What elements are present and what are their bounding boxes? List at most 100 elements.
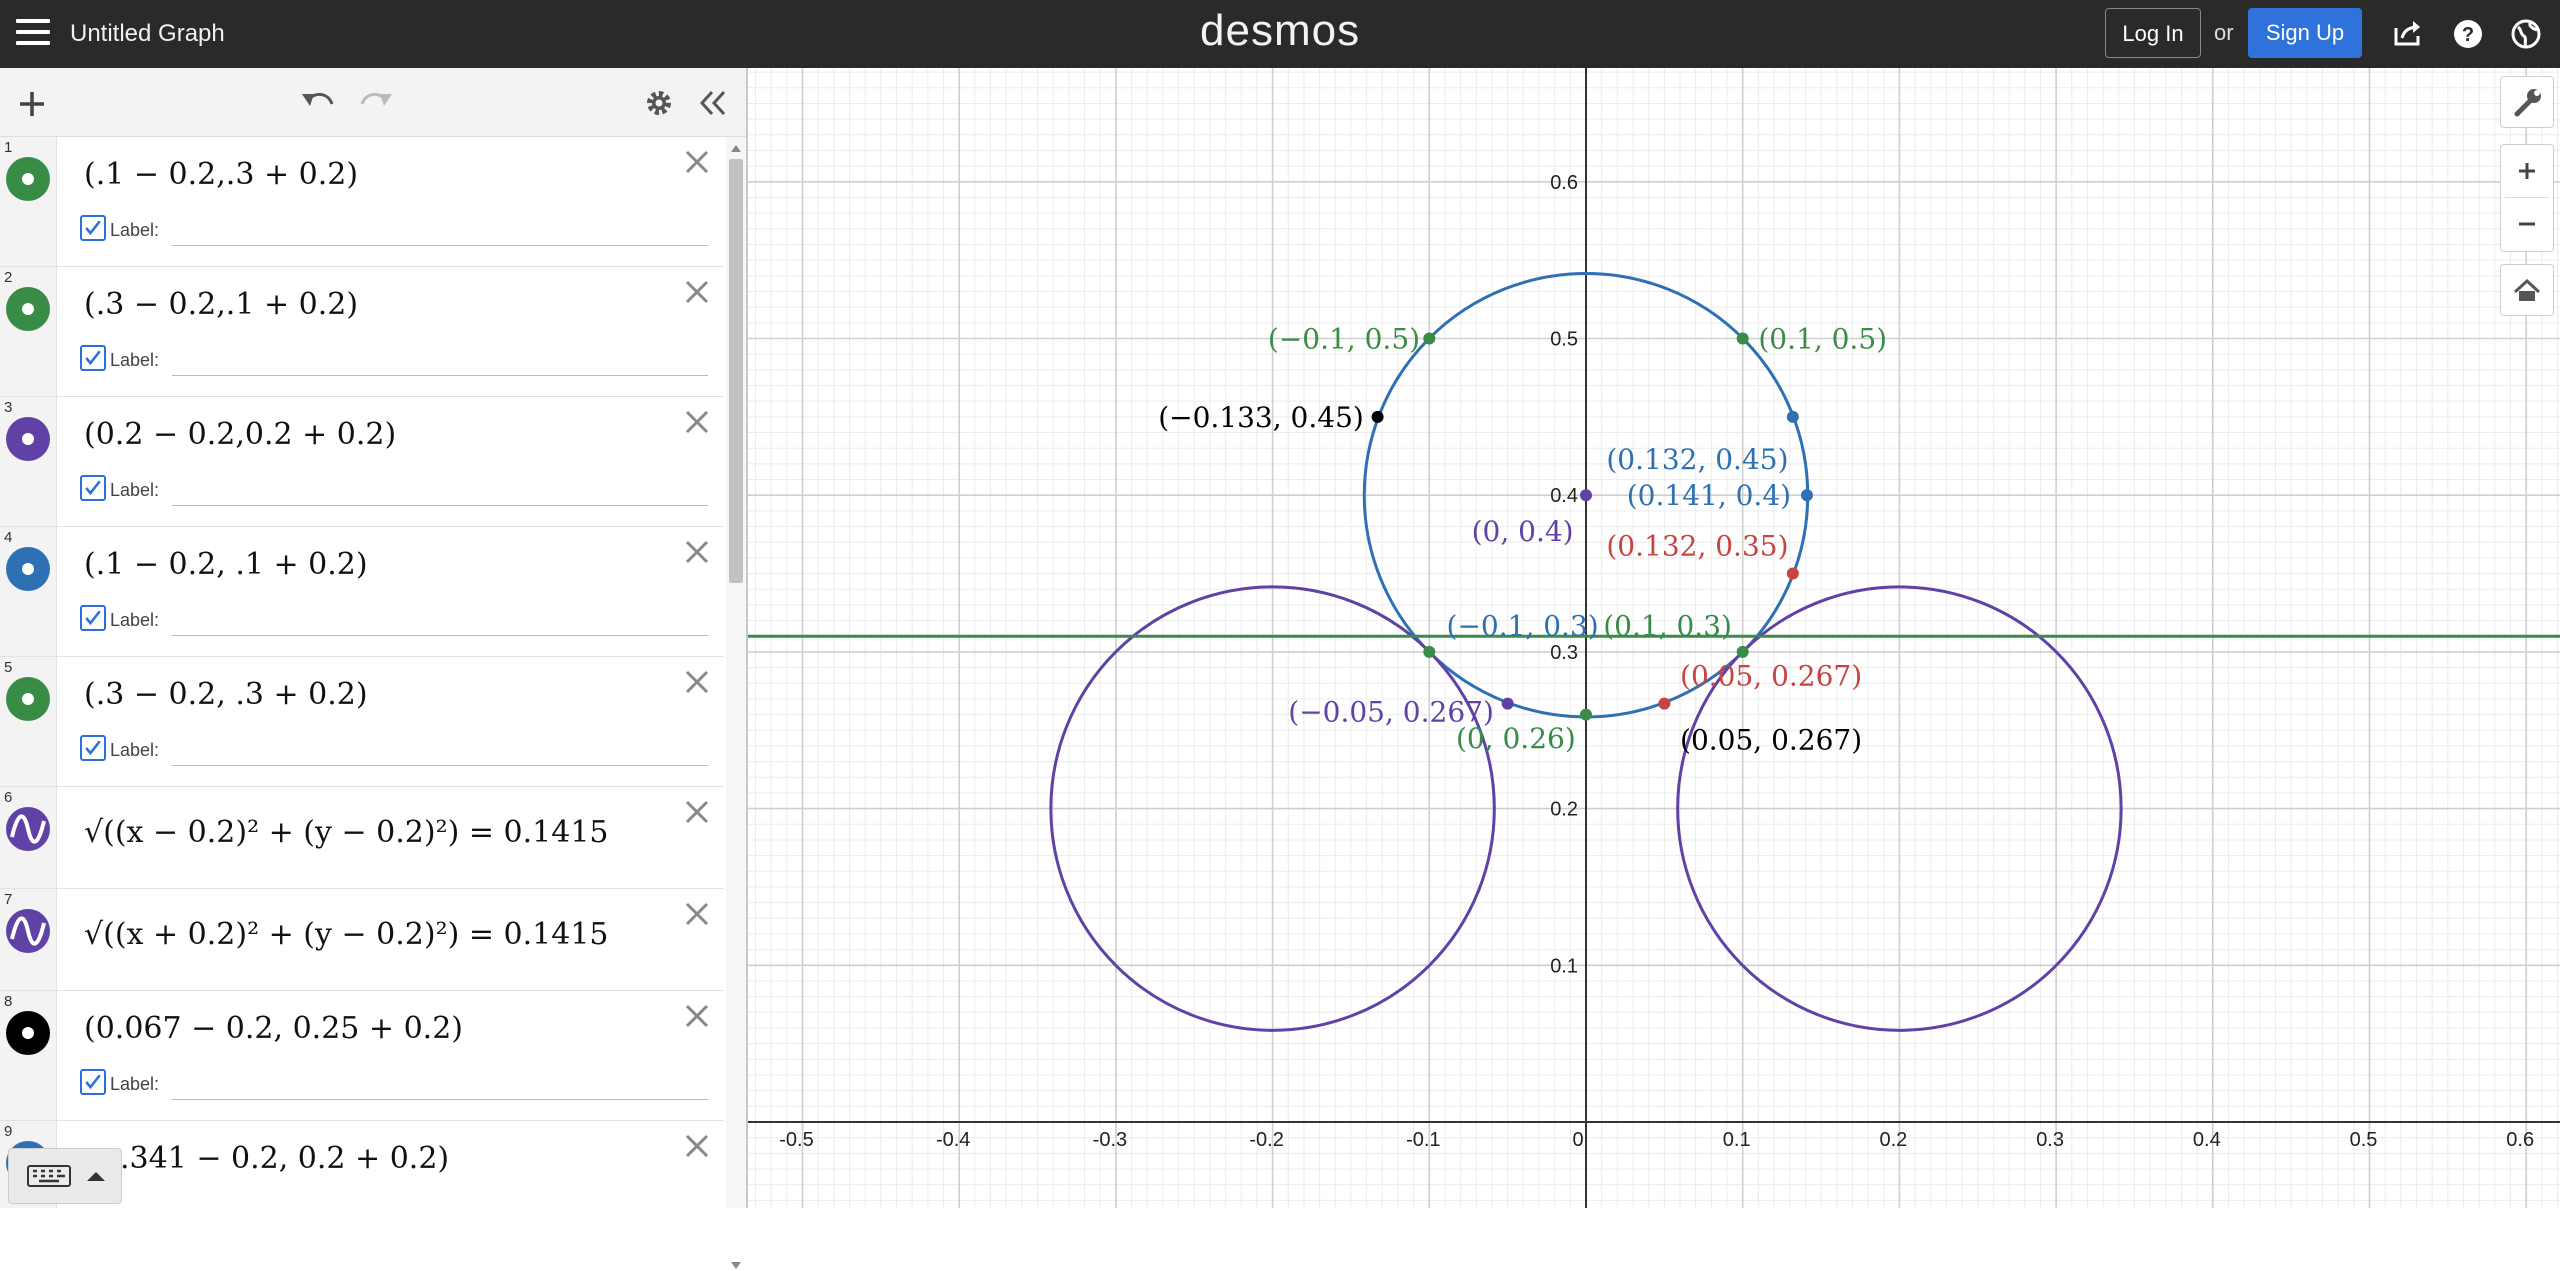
expression-row[interactable]: 7 √((x + 0.2)² + (y − 0.2)²) = 0.1415 (0, 889, 724, 991)
expression-input[interactable]: √((x − 0.2)² + (y − 0.2)²) = 0.1415 (84, 815, 609, 850)
expression-input[interactable]: √((x + 0.2)² + (y − 0.2)²) = 0.1415 (84, 917, 609, 952)
point-color-icon[interactable] (6, 677, 50, 721)
expression-list: 1 (.1 − 0.2,.3 + 0.2) Label: 2 (.3 − 0.2… (0, 137, 724, 1208)
or-text: or (2214, 20, 2234, 45)
right-purple-circle-curve (1676, 585, 2123, 1032)
delete-expression-icon[interactable] (682, 407, 712, 437)
delete-expression-icon[interactable] (682, 1131, 712, 1161)
label-checkbox[interactable] (80, 345, 106, 371)
zoom-controls (2500, 144, 2554, 252)
share-icon[interactable] (2392, 18, 2424, 50)
menu-icon[interactable] (16, 19, 50, 49)
undo-icon[interactable] (300, 88, 336, 118)
curve-style-icon[interactable] (6, 909, 50, 953)
settings-gear-icon[interactable] (644, 88, 674, 118)
point-coordinate-label: (0.1, 0.3) (1603, 609, 1732, 642)
label-checkbox[interactable] (80, 475, 106, 501)
graph-settings-panel (2500, 76, 2554, 128)
expression-row[interactable]: 2 (.3 − 0.2,.1 + 0.2) Label: (0, 267, 724, 397)
label-input[interactable] (172, 243, 708, 246)
label-checkbox[interactable] (80, 215, 106, 241)
expression-row[interactable]: 1 (.1 − 0.2,.3 + 0.2) Label: (0, 137, 724, 267)
point-coordinate-label: (0, 0.26) (1456, 722, 1576, 755)
label-input[interactable] (172, 633, 708, 636)
x-tick-label: 0.2 (1879, 1129, 1907, 1151)
collapse-panel-icon[interactable] (698, 90, 728, 116)
point-coordinate-label: (−0.1, 0.5) (1268, 323, 1420, 356)
graph-title[interactable]: Untitled Graph (70, 20, 225, 47)
x-tick-label: -0.5 (779, 1129, 813, 1151)
y-tick-label: 0.6 (1550, 172, 1578, 194)
scroll-up-icon[interactable] (730, 143, 742, 153)
delete-expression-icon[interactable] (682, 899, 712, 929)
add-icon[interactable] (18, 90, 46, 118)
point-coordinate-label: (0.05, 0.267) (1680, 724, 1862, 757)
point-coordinate-label: (−0.133, 0.45) (1158, 401, 1364, 434)
expression-row[interactable]: 5 (.3 − 0.2, .3 + 0.2) Label: (0, 657, 724, 787)
expression-input[interactable]: (.3 − 0.2, .3 + 0.2) (84, 677, 368, 712)
delete-expression-icon[interactable] (682, 1001, 712, 1031)
delete-expression-icon[interactable] (682, 147, 712, 177)
expression-row[interactable]: 6 √((x − 0.2)² + (y − 0.2)²) = 0.1415 (0, 787, 724, 889)
y-tick-label: 0.4 (1550, 485, 1578, 507)
expression-row[interactable]: 8 (0.067 − 0.2, 0.25 + 0.2) Label: (0, 991, 724, 1121)
zoom-out-icon[interactable] (2501, 198, 2553, 250)
point-color-icon[interactable] (6, 1011, 50, 1055)
wrench-icon[interactable] (2501, 77, 2553, 129)
point-color-icon[interactable] (6, 417, 50, 461)
label-checkbox[interactable] (80, 735, 106, 761)
delete-expression-icon[interactable] (682, 797, 712, 827)
expression-input[interactable]: (.3 − 0.2,.1 + 0.2) (84, 287, 359, 322)
expression-gutter: 1 (0, 137, 57, 266)
caret-up-icon (87, 1172, 105, 1181)
label-input[interactable] (172, 1097, 708, 1100)
axes (748, 68, 2560, 1208)
expression-gutter: 2 (0, 267, 57, 396)
points (1371, 332, 1813, 721)
point-coordinate-label: (0.132, 0.45) (1606, 443, 1788, 476)
expression-input[interactable]: (.1 − 0.2,.3 + 0.2) (84, 157, 359, 192)
delete-expression-icon[interactable] (682, 537, 712, 567)
label-input[interactable] (172, 373, 708, 376)
log-in-button[interactable]: Log In (2105, 8, 2201, 58)
x-tick-label: 0.6 (2506, 1129, 2534, 1151)
label-input[interactable] (172, 763, 708, 766)
y-tick-label: 0.1 (1550, 955, 1578, 977)
expression-input[interactable]: .341 − 0.2, 0.2 + 0.2) (120, 1141, 450, 1176)
x-tick-label: 0 (1572, 1129, 1583, 1151)
svg-text:?: ? (2462, 24, 2474, 46)
expression-row[interactable]: 4 (.1 − 0.2, .1 + 0.2) Label: (0, 527, 724, 657)
delete-expression-icon[interactable] (682, 277, 712, 307)
expression-input[interactable]: (0.067 − 0.2, 0.25 + 0.2) (84, 1011, 463, 1046)
scrollbar-thumb[interactable] (729, 159, 743, 583)
label-checkbox[interactable] (80, 605, 106, 631)
label-checkbox[interactable] (80, 1069, 106, 1095)
zoom-in-icon[interactable] (2501, 145, 2553, 197)
delete-expression-icon[interactable] (682, 667, 712, 697)
sign-up-button[interactable]: Sign Up (2248, 8, 2362, 58)
point-color-icon[interactable] (6, 157, 50, 201)
expression-number: 6 (4, 789, 13, 806)
point-color-icon[interactable] (6, 547, 50, 591)
label-input[interactable] (172, 503, 708, 506)
expression-input[interactable]: (.1 − 0.2, .1 + 0.2) (84, 547, 368, 582)
keypad-toggle-button[interactable] (8, 1148, 122, 1204)
globe-icon[interactable] (2510, 18, 2542, 50)
graph-point (1423, 645, 1436, 658)
help-icon[interactable]: ? (2452, 18, 2484, 50)
graph-point (1786, 567, 1799, 580)
label-row: Label: (80, 345, 710, 376)
expression-row[interactable]: 3 (0.2 − 0.2,0.2 + 0.2) Label: (0, 397, 724, 527)
x-tick-label: -0.2 (1249, 1129, 1283, 1151)
point-color-icon[interactable] (6, 287, 50, 331)
y-tick-label: 0.3 (1550, 642, 1578, 664)
expression-input[interactable]: (0.2 − 0.2,0.2 + 0.2) (84, 417, 397, 452)
scroll-down-icon[interactable] (730, 1261, 742, 1271)
home-icon[interactable] (2501, 265, 2553, 317)
expression-scrollbar[interactable] (726, 137, 746, 1269)
graph-paper[interactable]: -0.5 -0.4 -0.3 -0.2 -0.1 0 0.1 0.2 0.3 0.4 0.5 0.6 0… (748, 68, 2560, 1208)
redo-icon[interactable] (358, 88, 394, 118)
graph-point (1501, 697, 1514, 710)
curve-style-icon[interactable] (6, 807, 50, 851)
point-coordinate-label: (0.132, 0.35) (1606, 529, 1788, 562)
